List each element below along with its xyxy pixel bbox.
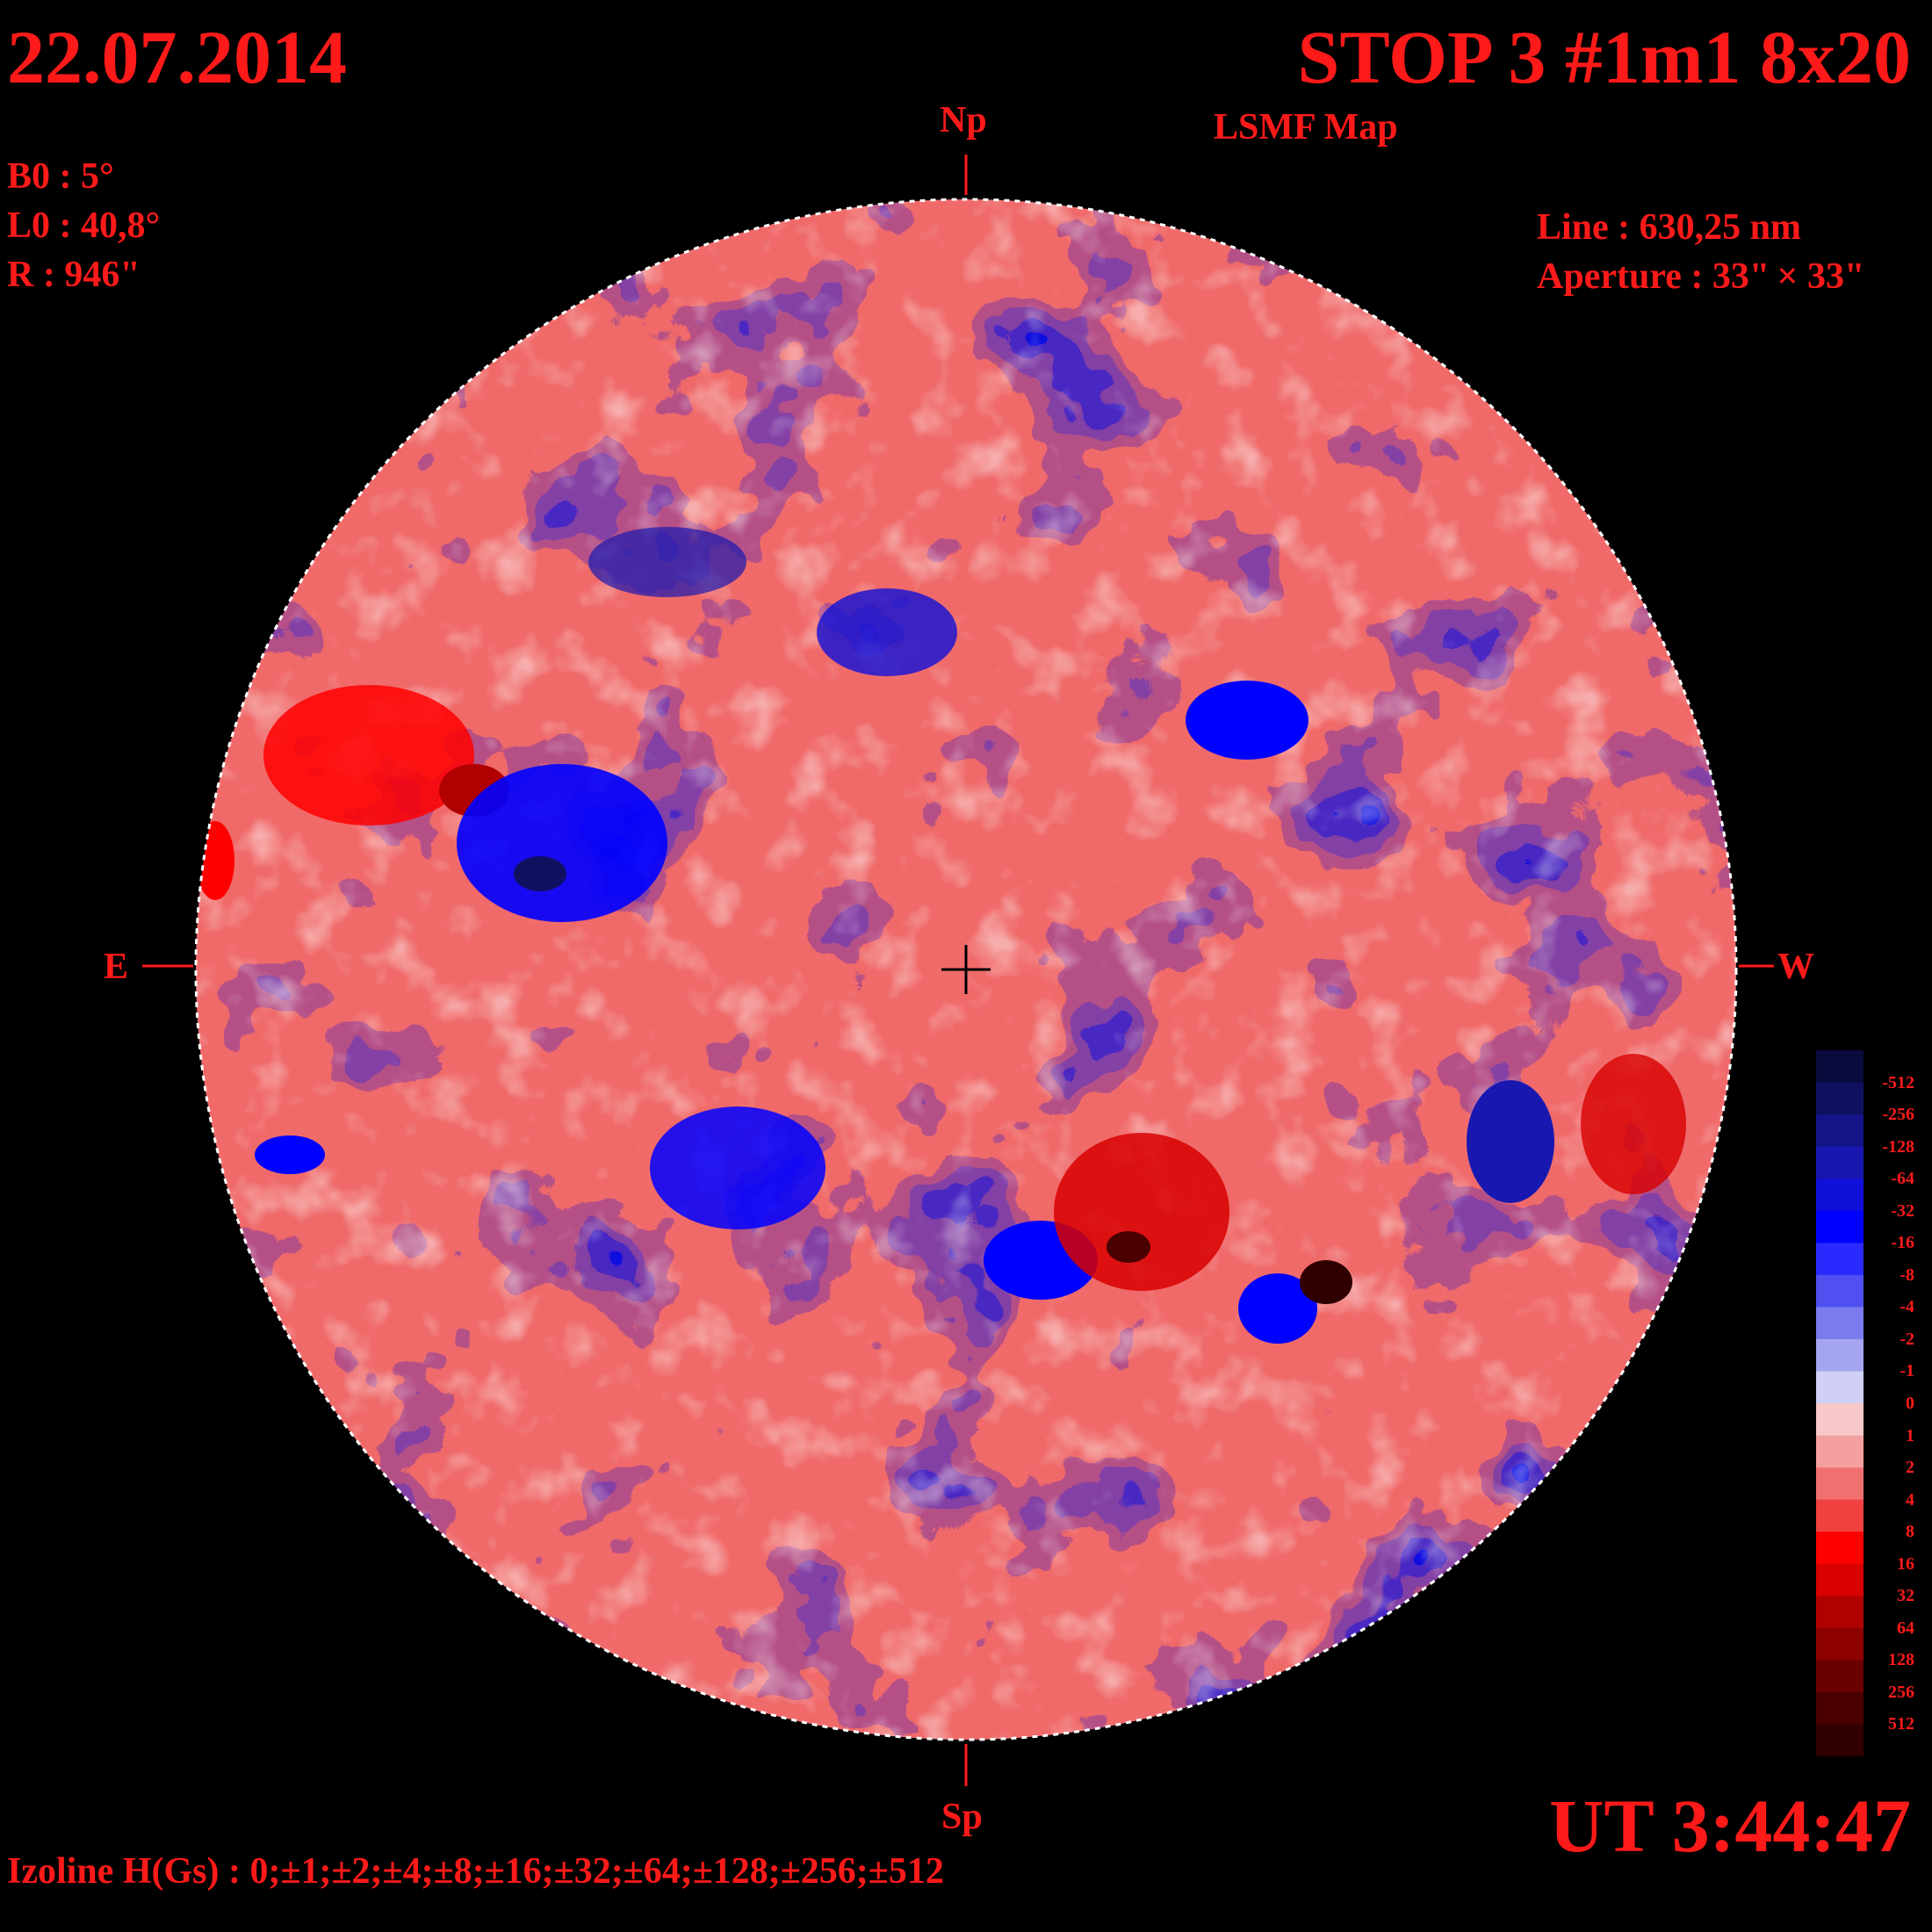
scale-label: -128 [1882, 1136, 1914, 1157]
north-pole-label: Np [940, 100, 987, 141]
scale-swatch [1816, 1467, 1864, 1501]
scale-swatch [1816, 1371, 1864, 1404]
scale-swatch [1816, 1435, 1864, 1468]
scale-swatch [1816, 1627, 1864, 1661]
center-crosshair [941, 945, 991, 994]
scale-swatch [1816, 1114, 1864, 1148]
scale-label: -64 [1891, 1169, 1914, 1189]
scale-label: 256 [1888, 1682, 1914, 1702]
scale-label: -256 [1882, 1105, 1914, 1125]
map-title: STOP 3 #1m1 8x20 [1297, 15, 1911, 99]
scale-label: 1 [1906, 1425, 1914, 1445]
east-label: E [104, 947, 129, 987]
scale-swatch [1816, 1307, 1864, 1340]
scale-label: 32 [1897, 1586, 1914, 1606]
scale-swatch [1816, 1210, 1864, 1244]
scale-label: 512 [1888, 1714, 1914, 1734]
scale-label: 4 [1906, 1489, 1914, 1510]
map-subtitle: LSMF Map [1214, 107, 1398, 148]
scale-swatch [1816, 1563, 1864, 1597]
scale-label: 64 [1897, 1618, 1914, 1638]
ut-time: UT 3:44:47 [1549, 1784, 1911, 1868]
scale-swatch [1816, 1532, 1864, 1565]
scale-swatch [1816, 1179, 1864, 1212]
scale-label: -4 [1900, 1297, 1914, 1317]
scale-label: 128 [1888, 1650, 1914, 1670]
scale-swatch [1816, 1691, 1864, 1725]
scale-swatch [1816, 1499, 1864, 1532]
scale-label: -16 [1891, 1233, 1914, 1253]
color-scale-bar [1816, 1050, 1864, 1756]
scale-swatch [1816, 1660, 1864, 1693]
scale-label: 8 [1906, 1522, 1914, 1542]
axis-ticks [142, 155, 1774, 1786]
param-line: Line : 630,25 nm [1537, 207, 1802, 248]
scale-label: 2 [1906, 1458, 1914, 1478]
param-b0: B0 : 5° [7, 156, 114, 197]
scale-label: 16 [1897, 1554, 1914, 1574]
param-aperture: Aperture : 33" × 33" [1537, 256, 1865, 297]
scale-swatch [1816, 1274, 1864, 1308]
scale-swatch [1816, 1243, 1864, 1276]
scale-swatch [1816, 1082, 1864, 1115]
south-pole-label: Sp [941, 1797, 983, 1837]
scale-swatch [1816, 1338, 1864, 1372]
scale-swatch [1816, 1403, 1864, 1437]
param-l0: L0 : 40,8° [7, 205, 161, 246]
scale-label: 0 [1906, 1394, 1914, 1413]
west-label: W [1777, 947, 1814, 987]
scale-swatch [1816, 1050, 1864, 1084]
izoline-legend: Izoline H(Gs) : 0;±1;±2;±4;±8;±16;±32;±6… [7, 1851, 944, 1892]
observation-date: 22.07.2014 [7, 15, 347, 99]
scale-label: -32 [1891, 1200, 1914, 1221]
param-radius: R : 946" [7, 255, 141, 295]
scale-label: -512 [1882, 1072, 1914, 1092]
scale-label: -1 [1900, 1361, 1914, 1381]
scale-swatch [1816, 1596, 1864, 1629]
disk-limb [194, 198, 1738, 1741]
scale-swatch [1816, 1724, 1864, 1756]
scale-label: -2 [1900, 1329, 1914, 1349]
scale-swatch [1816, 1146, 1864, 1179]
scale-label: -8 [1900, 1265, 1914, 1285]
